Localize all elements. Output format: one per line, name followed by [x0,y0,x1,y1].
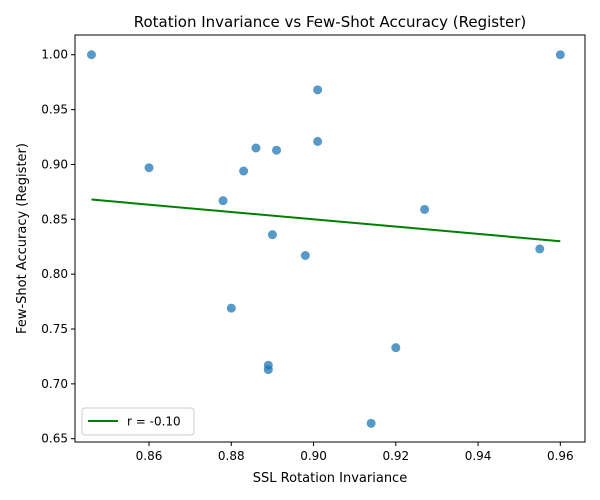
data-point [366,418,376,428]
trend-line [91,198,561,243]
legend-box [81,407,195,436]
data-point [300,251,310,261]
data-point [251,143,261,153]
plot-area [74,34,586,443]
y-tick-label: 0.80 [41,267,68,281]
data-point [391,343,401,353]
y-tick-label: 0.90 [41,157,68,171]
data-point [226,303,236,313]
data-point [239,166,249,176]
x-tick-label: 0.96 [547,449,574,463]
legend: r = -0.10 [81,407,195,436]
data-point [263,365,273,375]
data-point [218,196,228,206]
x-tick-label: 0.88 [218,449,245,463]
x-tick-label: 0.94 [465,449,492,463]
y-axis-label: Few-Shot Accuracy (Register) [15,143,30,334]
y-tick-label: 0.85 [41,212,68,226]
y-axis-ticks: 0.65 0.70 0.75 0.80 0.85 0.90 0.95 1.00 [41,48,75,446]
y-tick-label: 1.00 [41,48,68,62]
y-tick-label: 0.95 [41,103,68,117]
data-point [86,50,96,60]
x-axis-label: SSL Rotation Invariance [253,471,407,486]
x-tick-label: 0.86 [136,449,163,463]
y-tick-label: 0.65 [41,432,68,446]
data-points [86,50,565,428]
data-point [267,230,277,240]
y-tick-label: 0.70 [41,377,68,391]
y-tick-label: 0.75 [41,322,68,336]
x-axis-ticks: 0.86 0.88 0.90 0.92 0.94 0.96 [136,442,574,463]
legend-label: r = -0.10 [127,415,181,429]
data-point [313,136,323,146]
data-point [144,163,154,173]
data-point [555,50,565,60]
data-point [420,204,430,214]
data-point [313,85,323,95]
x-tick-label: 0.92 [382,449,409,463]
chart-title: Rotation Invariance vs Few-Shot Accuracy… [134,13,527,31]
data-point [272,145,282,155]
data-point [535,244,545,254]
x-tick-label: 0.90 [300,449,327,463]
